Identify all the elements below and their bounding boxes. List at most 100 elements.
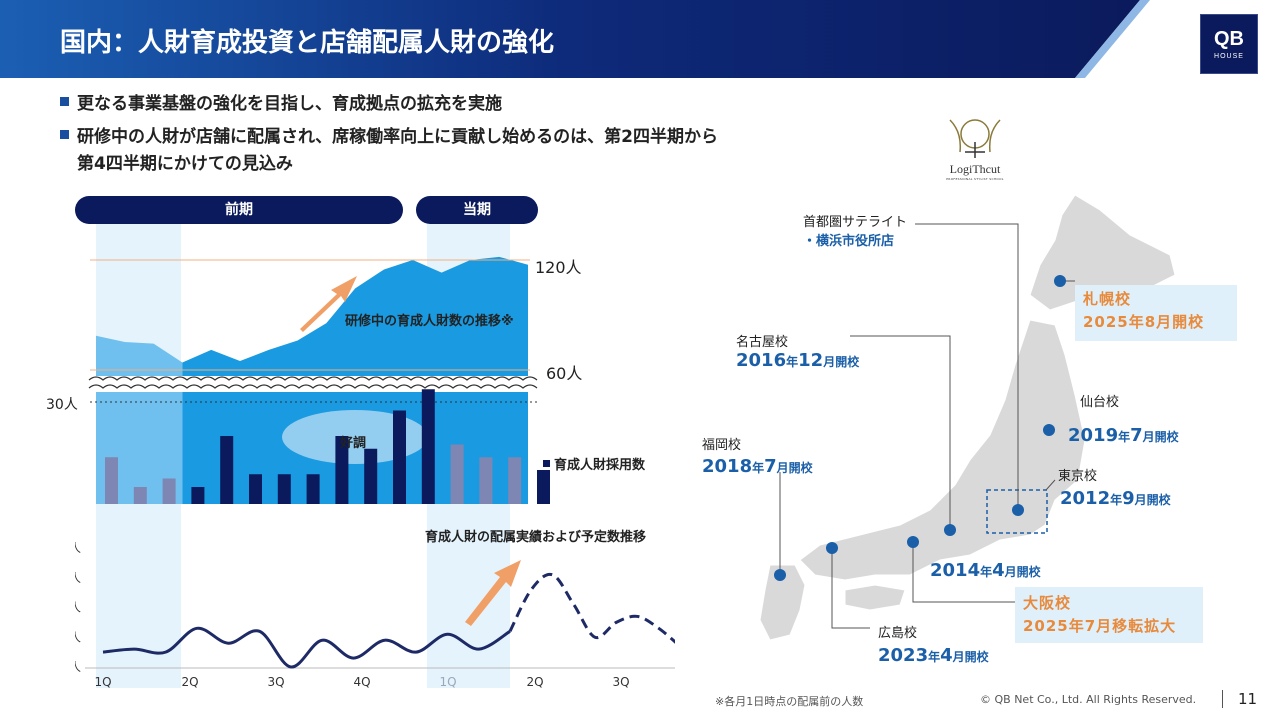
- page-title: 国内：人財育成投資と店舗配属人財の強化: [60, 28, 555, 58]
- nagoya-dot: [944, 524, 956, 536]
- nagoya-month: 12: [798, 350, 824, 371]
- osaka-detail: 2025年7月移転拡大: [1023, 617, 1177, 635]
- logo-sub-text: HOUSE: [1214, 53, 1244, 60]
- page-number: 11: [1238, 690, 1258, 708]
- ref-label-30: 30人: [46, 397, 78, 413]
- hire-bar: [191, 487, 205, 504]
- header-background: [0, 0, 1150, 78]
- sendai-nen: 年: [1118, 430, 1131, 444]
- sendai-date: 2019年7月開校: [1068, 425, 1179, 446]
- footnote: ※各月1日時点の配属前の人数: [715, 695, 864, 708]
- hiroshima-date: 2023年4月開校: [878, 645, 989, 666]
- growth-arrow: [465, 560, 521, 626]
- hiroshima-month: 4: [940, 645, 953, 666]
- osaka-leader: [912, 542, 1020, 603]
- x-tick-label: 3Q: [612, 675, 629, 689]
- tokyo-month: 9: [1122, 488, 1135, 509]
- footer-divider: [1222, 690, 1223, 708]
- fukuoka-nen: 年: [752, 461, 765, 475]
- sendai-year: 2019: [1068, 425, 1119, 446]
- nagoya-leader: [850, 335, 951, 530]
- sendai-name: 仙台校: [1080, 395, 1120, 410]
- hire-bar: [249, 474, 262, 504]
- previous-first-quarter-band: [96, 505, 181, 688]
- hire-bar: [162, 478, 176, 504]
- x-tick-label: 2Q: [526, 675, 543, 689]
- bullet-1: 更なる事業基盤の強化を目指し、育成拠点の拡充を実施: [60, 89, 502, 114]
- chart1-title: 研修中の育成人財数の推移※: [345, 314, 514, 329]
- y-tick-label: 0人: [75, 660, 81, 674]
- period-current-pill: 当期: [416, 196, 538, 224]
- sapporo-callout: 札幌校 2025年8月開校: [1075, 285, 1237, 341]
- tokyo-nen: 年: [1110, 493, 1123, 507]
- annotation-kouchou: 好調: [340, 436, 367, 451]
- tokyo-year: 2012: [1060, 488, 1111, 509]
- hire-bar: [220, 436, 234, 504]
- tokyo-dot: [1012, 504, 1024, 516]
- x-tick-label: 2Q: [181, 675, 198, 689]
- osaka-dot: [907, 536, 919, 548]
- header-banner: 国内：人財育成投資と店舗配属人財の強化: [0, 0, 1280, 78]
- placement-forecast-line: [508, 572, 675, 644]
- axis-break-gap: [89, 376, 531, 392]
- x-tick-label: 4Q: [353, 675, 370, 689]
- kyushu-shape: [759, 564, 806, 641]
- sendai-suffix: 月開校: [1142, 430, 1179, 444]
- sapporo-name: 札幌校: [1083, 290, 1132, 308]
- x-tick-label: 3Q: [267, 675, 284, 689]
- y-tick-label: 30人: [75, 571, 81, 585]
- axis-break-wave-bottom: [88, 384, 538, 389]
- bullet-2-text: 研修中の人財が店舗に配属され、席稼働率向上に貢献し始めるのは、第2四半期から: [77, 127, 718, 147]
- nagoya-area-year: 2014: [930, 560, 981, 581]
- hiroshima-nen: 年: [928, 650, 941, 664]
- hire-bar: [508, 457, 522, 504]
- nagoya-nen: 年: [786, 355, 799, 369]
- trainee-area-chart: [88, 224, 550, 506]
- legend-hires-text: 育成人財採用数: [554, 458, 646, 473]
- logithcut-sub: PROFESSIONAL STYLIST SCHOOL: [946, 177, 1004, 181]
- ref-label-60: 60人: [546, 364, 583, 383]
- x-tick-label: 1Q: [94, 675, 111, 689]
- hire-bar: [133, 487, 147, 504]
- fukuoka-year: 2018: [702, 456, 753, 477]
- logithcut-emblem: [949, 119, 1001, 158]
- tokyo-name: 東京校: [1058, 469, 1098, 484]
- bullet-1-text: 更なる事業基盤の強化を目指し、育成拠点の拡充を実施: [77, 94, 502, 114]
- hiroshima-suffix: 月開校: [952, 650, 989, 664]
- y-tick-label: 40人: [75, 541, 81, 555]
- tokyo-area-box: [986, 489, 1048, 534]
- hire-bar: [335, 436, 349, 504]
- bullet-marker: [60, 130, 69, 139]
- hiroshima-name: 広島校: [878, 626, 918, 641]
- axis-break-wave-top: [88, 376, 538, 381]
- placement-actual-line: [102, 626, 511, 669]
- logo-main-text: QB: [1214, 28, 1244, 50]
- honshu-shape: [799, 319, 1086, 581]
- nagoya-area-nen: 年: [980, 565, 993, 579]
- period-previous-pill: 前期: [75, 196, 403, 224]
- nagoya-date: 2016年12月開校: [736, 350, 859, 371]
- nagoya-name: 名古屋校: [736, 335, 789, 350]
- hire-bar: [393, 410, 406, 504]
- ref-label-120: 120人: [535, 258, 582, 277]
- copyright: © QB Net Co., Ltd. All Rights Reserved.: [980, 693, 1197, 706]
- hire-bar: [479, 457, 493, 504]
- fukuoka-dot: [774, 569, 786, 581]
- qb-house-logo: QB HOUSE: [1200, 14, 1258, 74]
- hire-bar: [537, 470, 550, 504]
- satellite-item: ・横浜市役所店: [803, 234, 895, 249]
- nagoya-area-suffix: 月開校: [1004, 565, 1041, 579]
- x-tick-label: 1Q: [439, 675, 456, 689]
- satellite-title: 首都圏サテライト: [803, 215, 908, 230]
- logithcut-logo: LogiThcut PROFESSIONAL STYLIST SCHOOL: [930, 112, 1020, 182]
- sapporo-detail: 2025年8月開校: [1083, 313, 1205, 331]
- tokyo-date: 2012年9月開校: [1060, 488, 1171, 509]
- osaka-callout: 大阪校 2025年7月移転拡大: [1015, 587, 1203, 643]
- sendai-dot: [1043, 424, 1055, 436]
- logithcut-name: LogiThcut: [949, 162, 1001, 176]
- chart2-title: 育成人財の配属実績および予定数推移: [425, 530, 647, 545]
- bullet-2-continued: 第4四半期にかけての見込み: [77, 154, 293, 174]
- legend-hires-swatch: [543, 460, 550, 467]
- hire-bar: [306, 474, 320, 504]
- satellite-leader: [915, 223, 1019, 510]
